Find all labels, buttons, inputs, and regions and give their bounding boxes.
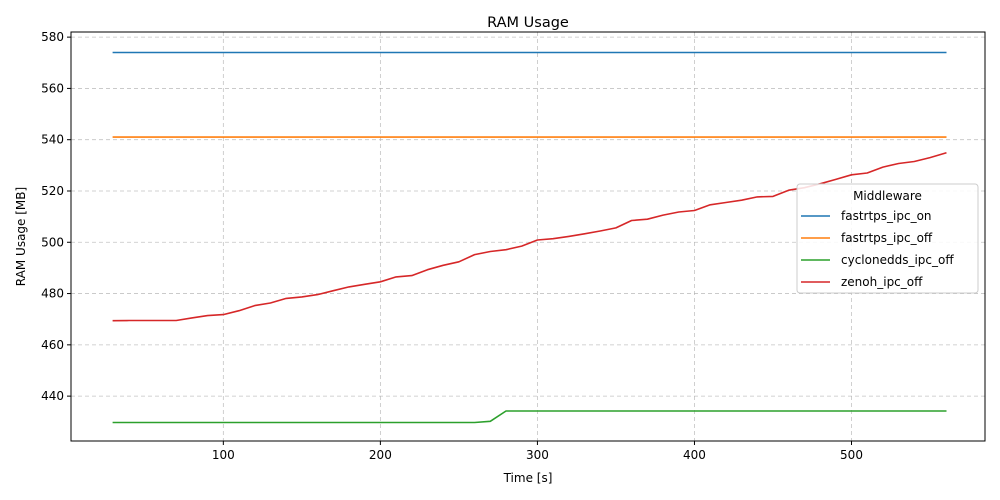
legend-label: fastrtps_ipc_off xyxy=(841,231,933,245)
x-tick-label: 300 xyxy=(526,448,549,462)
x-axis: 100 200 300 400 500 xyxy=(212,441,863,462)
plot-frame xyxy=(70,31,986,442)
y-tick-label: 460 xyxy=(41,338,64,352)
legend-title: Middleware xyxy=(853,189,922,203)
y-tick-label: 440 xyxy=(41,389,64,403)
y-axis-label: RAM Usage [MB] xyxy=(14,187,28,286)
x-tick-label: 100 xyxy=(212,448,235,462)
chart-title: RAM Usage xyxy=(487,15,569,31)
series-line-cyclonedds-ipc-off xyxy=(112,410,947,424)
y-axis: 440 460 480 500 520 540 560 580 xyxy=(41,30,71,403)
x-tick-label: 400 xyxy=(683,448,706,462)
y-tick-label: 480 xyxy=(41,287,64,301)
legend-label: fastrtps_ipc_on xyxy=(841,209,932,223)
y-tick-label: 500 xyxy=(41,235,64,249)
y-tick-label: 580 xyxy=(41,30,64,44)
legend-label: cyclonedds_ipc_off xyxy=(841,253,954,267)
legend-label: zenoh_ipc_off xyxy=(841,275,923,289)
y-tick-label: 560 xyxy=(41,81,64,95)
y-tick-label: 540 xyxy=(41,133,64,147)
x-tick-label: 200 xyxy=(369,448,392,462)
legend-box xyxy=(796,183,979,294)
legend-items: fastrtps_ipc_on fastrtps_ipc_off cyclonedd… xyxy=(801,209,954,289)
legend: Middleware fastrtps_ipc_onfastrtps_ipc_o… xyxy=(796,183,979,294)
x-tick-label: 500 xyxy=(840,448,863,462)
x-axis-label: Time [s] xyxy=(503,471,553,485)
y-tick-label: 520 xyxy=(41,184,64,198)
